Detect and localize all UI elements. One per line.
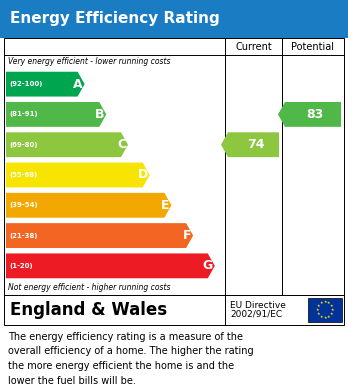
Text: Very energy efficient - lower running costs: Very energy efficient - lower running co…: [8, 57, 171, 66]
Polygon shape: [221, 132, 279, 157]
Text: Not energy efficient - higher running costs: Not energy efficient - higher running co…: [8, 283, 171, 292]
Text: ★: ★: [330, 304, 333, 308]
Text: F: F: [183, 229, 191, 242]
Text: (21-38): (21-38): [9, 233, 38, 239]
Text: ★: ★: [316, 308, 319, 312]
Polygon shape: [6, 253, 215, 278]
Text: 83: 83: [306, 108, 324, 121]
Text: ★: ★: [331, 308, 334, 312]
Text: The energy efficiency rating is a measure of the: The energy efficiency rating is a measur…: [8, 332, 243, 342]
Text: (69-80): (69-80): [9, 142, 38, 148]
Text: Current: Current: [235, 41, 272, 52]
Text: ★: ★: [327, 315, 331, 319]
Text: (55-68): (55-68): [9, 172, 37, 178]
Text: (92-100): (92-100): [9, 81, 42, 87]
Bar: [4, 38, 344, 295]
Text: ★: ★: [323, 316, 327, 320]
Text: E: E: [161, 199, 169, 212]
Polygon shape: [6, 102, 106, 127]
Text: C: C: [117, 138, 126, 151]
Text: EU Directive: EU Directive: [230, 301, 286, 310]
Polygon shape: [278, 102, 341, 127]
Text: England & Wales: England & Wales: [10, 301, 167, 319]
Bar: [308, 298, 342, 322]
Text: B: B: [95, 108, 104, 121]
Text: the more energy efficient the home is and the: the more energy efficient the home is an…: [8, 361, 234, 371]
Text: A: A: [73, 78, 82, 91]
Polygon shape: [6, 132, 128, 157]
Polygon shape: [6, 223, 193, 248]
Text: ★: ★: [319, 315, 323, 319]
Text: 74: 74: [247, 138, 264, 151]
Bar: [4, 295, 344, 325]
Text: ★: ★: [327, 301, 331, 305]
Text: ★: ★: [323, 300, 327, 304]
Text: (39-54): (39-54): [9, 202, 38, 208]
Text: overall efficiency of a home. The higher the rating: overall efficiency of a home. The higher…: [8, 346, 254, 357]
Text: 2002/91/EC: 2002/91/EC: [230, 310, 282, 319]
Text: lower the fuel bills will be.: lower the fuel bills will be.: [8, 376, 136, 386]
Polygon shape: [6, 72, 85, 97]
Text: ★: ★: [330, 312, 333, 316]
Text: ★: ★: [317, 304, 320, 308]
Polygon shape: [6, 193, 172, 218]
Text: G: G: [203, 259, 213, 273]
Bar: [0, 0, 348, 38]
Text: (1-20): (1-20): [9, 263, 33, 269]
Text: (81-91): (81-91): [9, 111, 38, 117]
Text: Potential: Potential: [292, 41, 334, 52]
Text: Energy Efficiency Rating: Energy Efficiency Rating: [10, 11, 220, 27]
Polygon shape: [6, 163, 150, 187]
Text: ★: ★: [319, 301, 323, 305]
Text: ★: ★: [317, 312, 320, 316]
Text: D: D: [137, 169, 148, 181]
